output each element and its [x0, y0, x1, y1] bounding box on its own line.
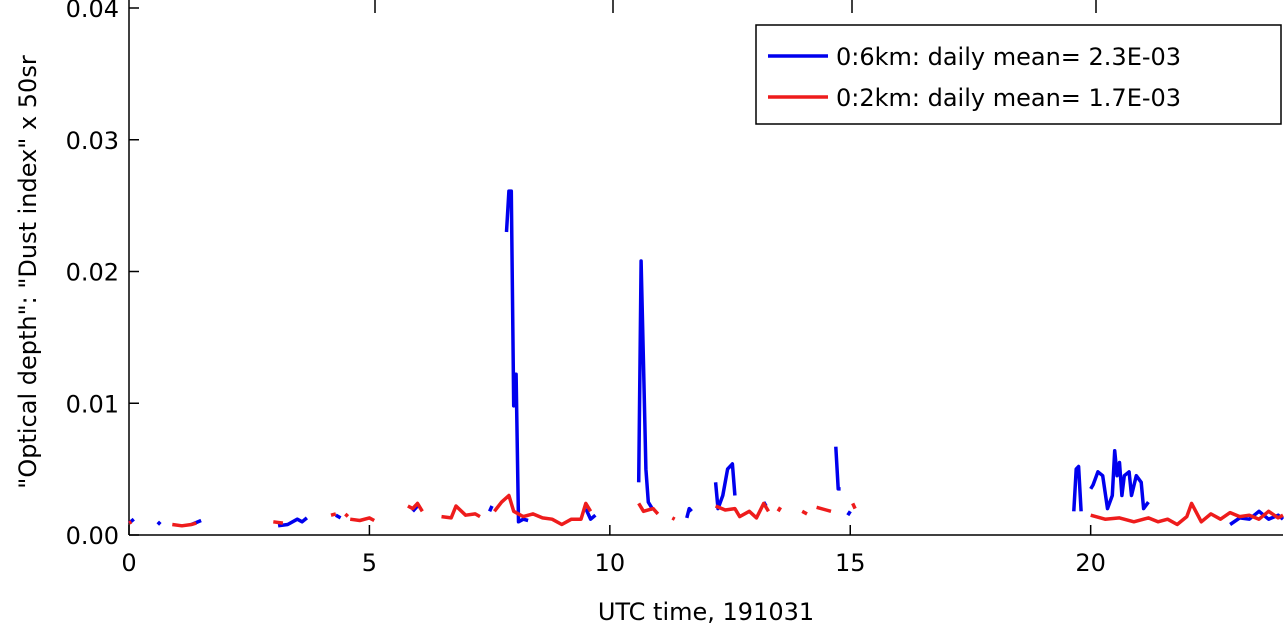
y-tick-label: 0.01 [66, 390, 119, 418]
series-line-segment [584, 507, 597, 521]
legend: 0:6km: daily mean= 2.3E-03 0:2km: daily m… [755, 24, 1282, 125]
series-line-segment [344, 512, 350, 518]
series-line-segment [156, 520, 162, 526]
series-line-segment [671, 516, 676, 521]
y-axis-label: "Optical depth": "Dust index" x 50sr [14, 55, 42, 489]
x-tick-label: 5 [362, 549, 377, 577]
x-axis-label: UTC time, 191031 [598, 598, 814, 626]
x-tick-label: 15 [835, 549, 866, 577]
series-line-segment [411, 504, 419, 513]
series-line-segment [846, 510, 852, 517]
series-line-segment [493, 493, 593, 527]
series-line-segment [637, 502, 660, 516]
series-line-segment [1089, 448, 1150, 511]
series-line-segment [488, 505, 494, 513]
tick-layer: 0 5 10 15 20 0.00 0.01 0.02 0.03 0.04 [66, 0, 1106, 577]
series-0-2km [128, 493, 1284, 528]
series-line-segment [330, 512, 337, 517]
legend-box [755, 24, 1282, 125]
series-line-segment [714, 501, 770, 520]
series-line-segment [334, 513, 342, 520]
series-line-segment [1090, 501, 1284, 527]
series-line-segment [685, 506, 693, 519]
series-line-segment [834, 446, 841, 491]
x-tick-label: 10 [595, 549, 626, 577]
series-line-segment [713, 462, 737, 511]
series-line-segment [851, 502, 857, 510]
series-line-segment [273, 520, 284, 525]
series-line-segment [504, 189, 529, 524]
series-line-segment [636, 259, 655, 511]
y-tick-label: 0.04 [66, 0, 119, 23]
series-line-segment [277, 516, 309, 528]
series-line-segment [1072, 464, 1083, 512]
series-line-segment [128, 520, 133, 525]
legend-label: 0:2km: daily mean= 1.7E-03 [836, 84, 1181, 112]
y-tick-label: 0.02 [66, 259, 119, 287]
x-tick-label: 20 [1075, 549, 1106, 577]
x-tick-label: 0 [121, 549, 136, 577]
series-line-segment [441, 504, 481, 520]
y-tick-label: 0.03 [66, 127, 119, 155]
legend-label: 0:6km: daily mean= 2.3E-03 [836, 43, 1181, 71]
series-line-segment [172, 521, 197, 528]
series-line-segment [407, 501, 424, 513]
y-tick-label: 0.00 [66, 522, 119, 550]
top-panel-edge [128, 0, 1097, 13]
series-0-6km [127, 189, 1284, 528]
series-line-segment [816, 505, 832, 513]
series-line-segment [776, 506, 783, 513]
series-line-segment [801, 509, 808, 516]
series-layer [127, 189, 1284, 528]
series-line-segment [349, 516, 376, 523]
